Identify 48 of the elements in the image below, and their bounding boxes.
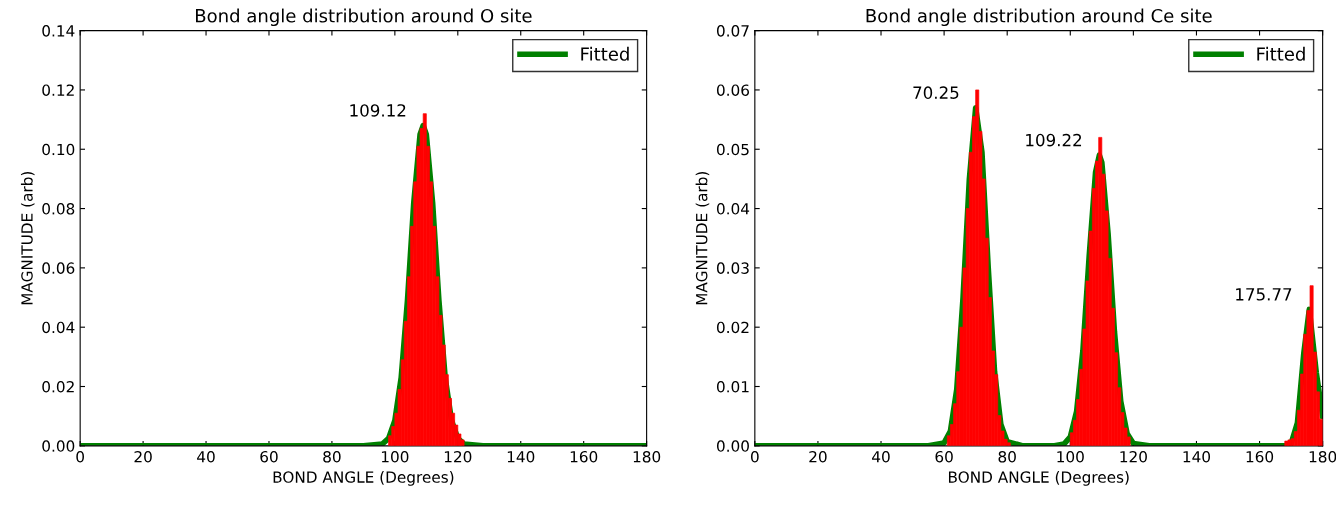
y-axis-title: MAGNITUDE (arb): [20, 171, 35, 305]
x-tick-label: 0: [76, 450, 85, 463]
x-tick-label: 180: [1309, 450, 1336, 463]
annotation: 175.77: [1236, 288, 1292, 301]
y-tick-label: 0.04: [716, 203, 750, 215]
x-tick-label: 180: [633, 450, 661, 463]
x-tick-label: 120: [1120, 450, 1147, 463]
x-tick-label: 160: [1246, 450, 1274, 463]
x-tick-label: 160: [570, 450, 598, 463]
annotation: 109.22: [1026, 133, 1082, 147]
y-tick-label: 0.03: [716, 262, 749, 274]
x-tick-label: 20: [134, 450, 152, 463]
chart-title: Bond angle distribution around O site: [196, 8, 532, 27]
y-tick-label: 0.01: [716, 380, 749, 393]
x-tick-label: 20: [809, 450, 827, 463]
y-tick-label: 0.04: [42, 321, 75, 334]
y-tick-label: 0.08: [42, 203, 75, 215]
x-tick-label: 140: [507, 450, 535, 463]
y-tick-label: 0.12: [42, 84, 74, 96]
annotation: 70.25: [913, 86, 959, 99]
y-tick-label: 0.05: [716, 143, 749, 156]
legend-label: Fitted: [581, 46, 629, 61]
y-tick-label: 0.02: [42, 380, 74, 393]
x-tick-label: 120: [444, 450, 472, 463]
x-tick-label: 60: [260, 450, 278, 463]
x-tick-label: 60: [935, 450, 953, 463]
x-axis-title: BOND ANGLE (Degrees): [273, 471, 454, 486]
y-tick-label: 0.06: [42, 262, 75, 274]
y-tick-label: 0.06: [716, 84, 750, 96]
y-tick-label: 0.00: [42, 440, 75, 452]
y-tick-label: 0.10: [42, 143, 75, 156]
x-tick-label: 140: [1183, 450, 1211, 463]
x-tick-label: 100: [1057, 450, 1084, 463]
y-axis-title: MAGNITUDE (arb): [695, 171, 710, 305]
x-tick-label: 40: [197, 450, 215, 463]
x-axis-title: BOND ANGLE (Degrees): [948, 471, 1129, 486]
x-tick-label: 100: [381, 450, 409, 463]
x-tick-label: 40: [872, 450, 890, 463]
y-tick-label: 0.02: [716, 321, 749, 334]
x-tick-label: 80: [323, 450, 341, 463]
legend-label: Fitted: [1257, 46, 1305, 61]
annotation: 109.12: [350, 104, 406, 117]
x-tick-label: 80: [998, 450, 1016, 463]
y-tick-label: 0.07: [716, 25, 749, 37]
chart-title: Bond angle distribution around Ce site: [866, 8, 1212, 27]
x-tick-label: 0: [750, 450, 759, 463]
y-tick-label: 0.14: [42, 25, 75, 37]
y-tick-label: 0.00: [716, 440, 749, 452]
